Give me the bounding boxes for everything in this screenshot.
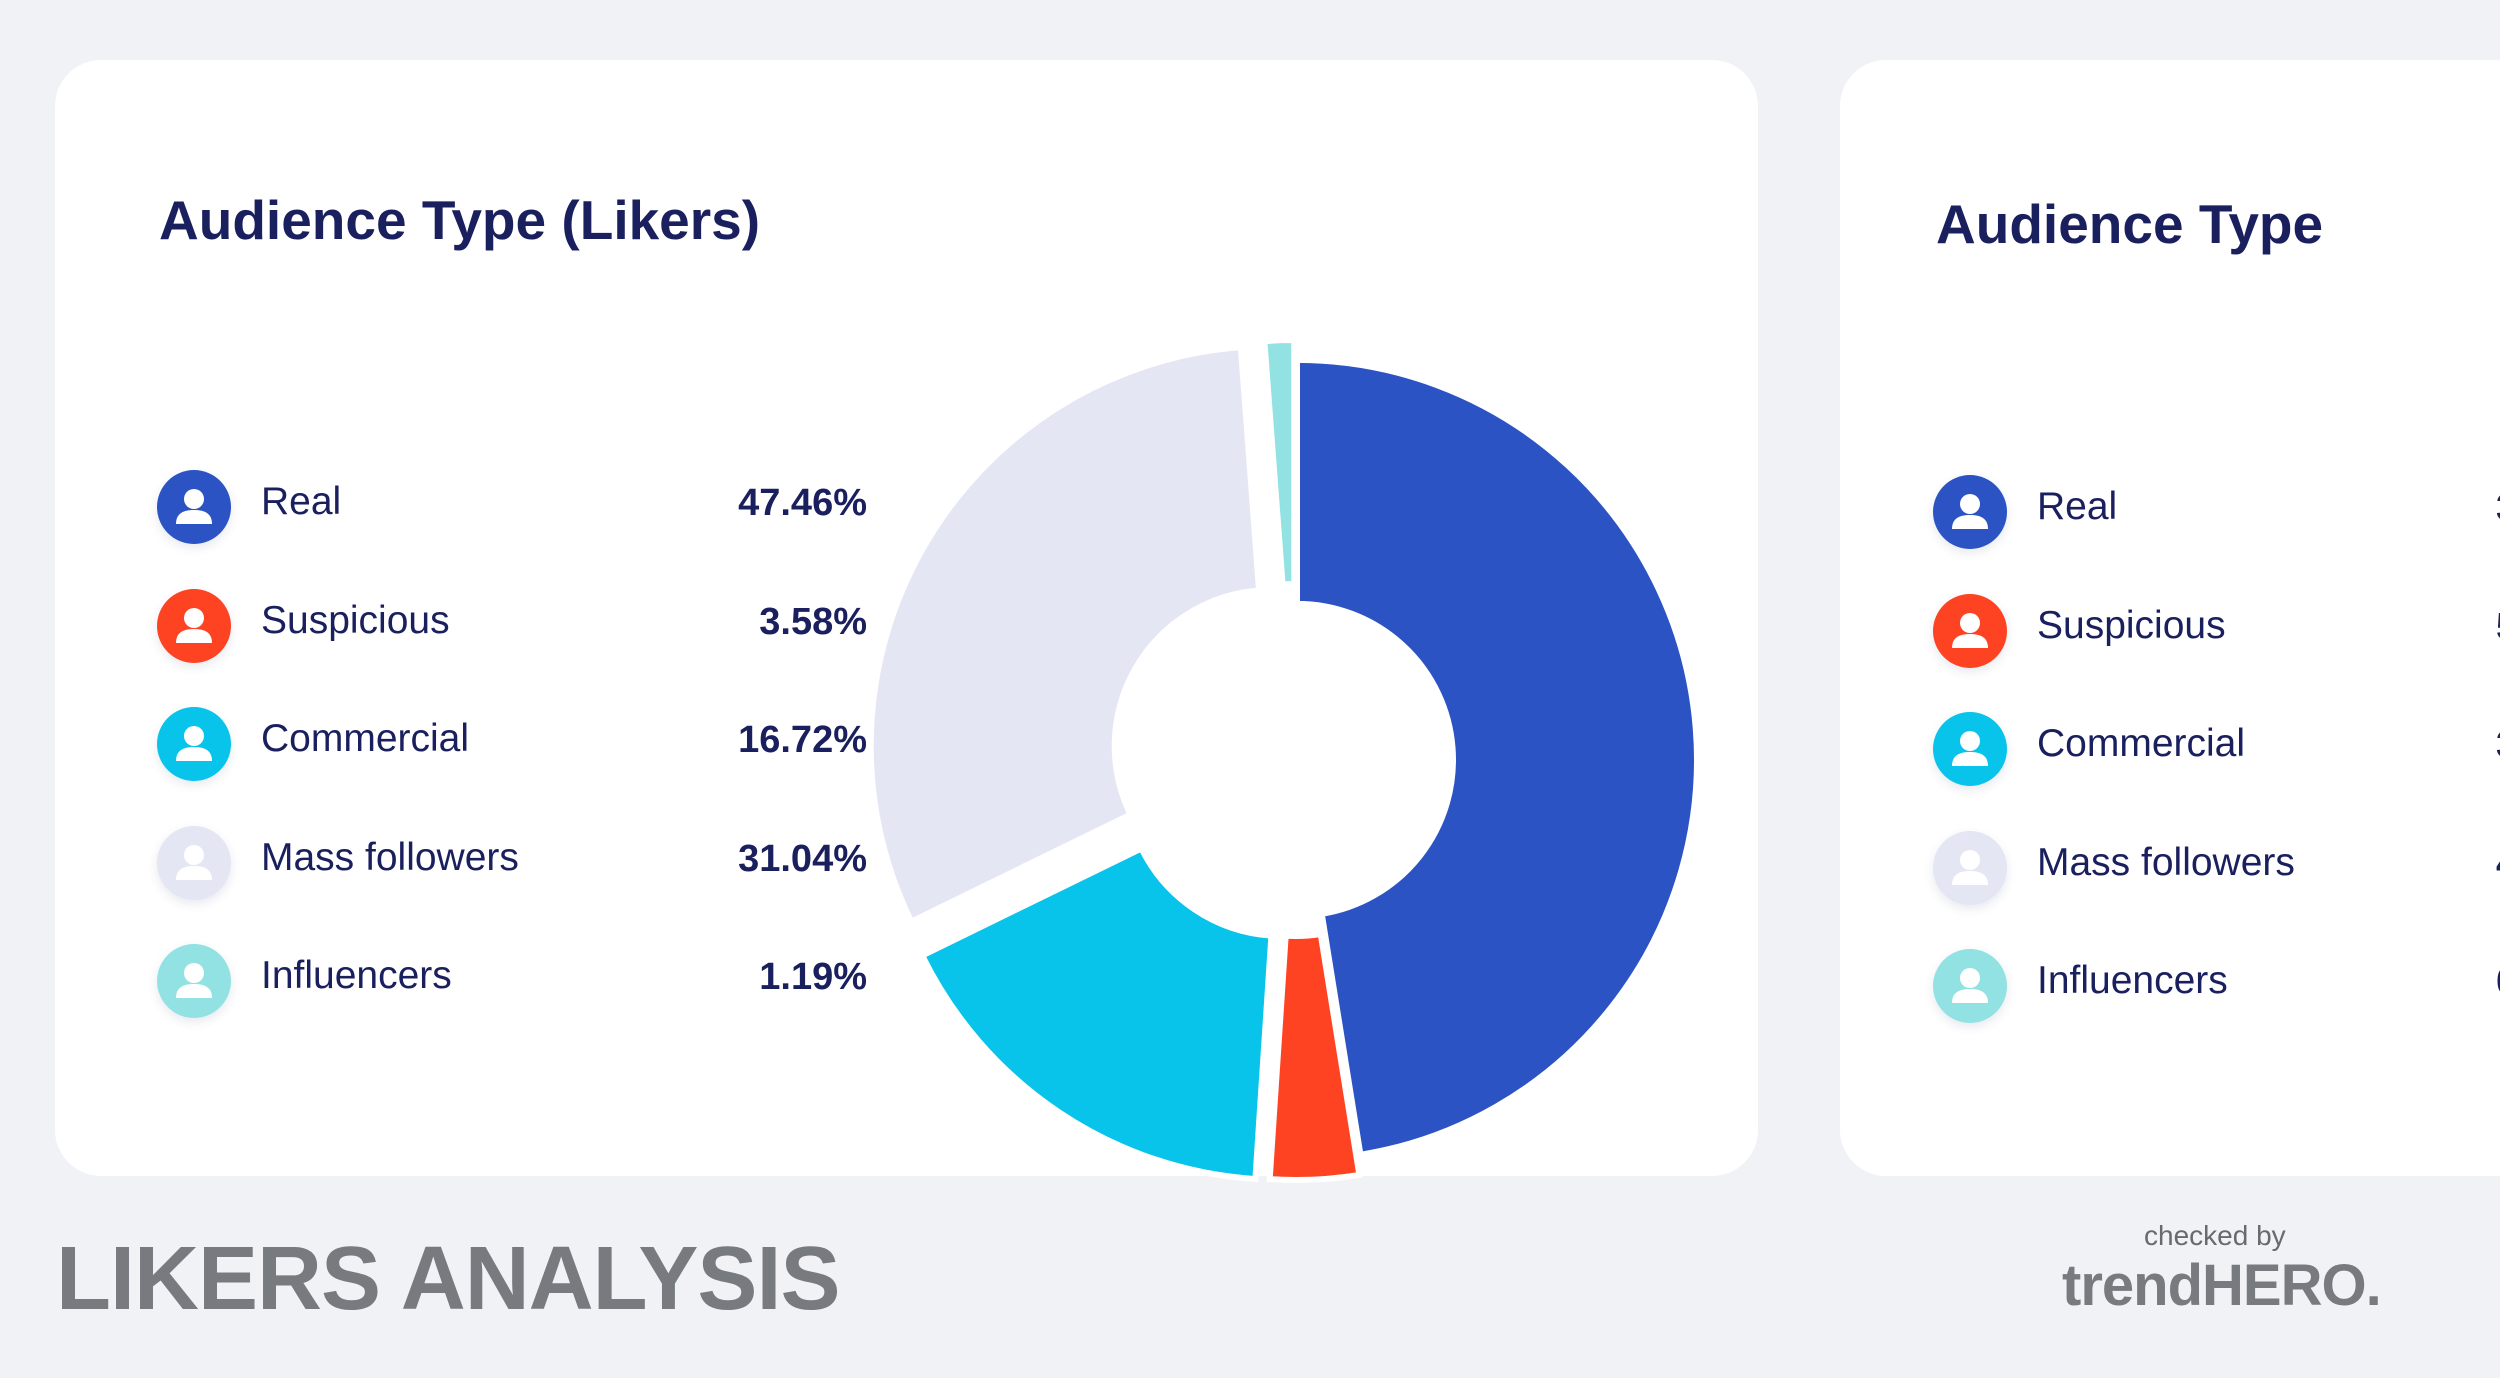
donut-slice-influencers	[1261, 337, 1298, 588]
legend: Real 47.46% Suspicious 3.58% Commercial 16.72…	[157, 470, 867, 1063]
legend-item-commercial: Commercial 16.72%	[157, 707, 867, 826]
legend-value: 4	[2496, 843, 2500, 886]
legend-label: Suspicious	[261, 598, 450, 642]
legend-label: Mass followers	[2037, 840, 2295, 884]
legend-label: Commercial	[261, 717, 470, 761]
user-icon	[1933, 475, 2007, 549]
donut-slice-real	[1293, 356, 1700, 1159]
legend-label: Real	[2037, 485, 2118, 528]
audience-type-card: Audience Type Real 38 Suspicious 52 Commerci…	[1840, 60, 2500, 1176]
user-icon	[157, 825, 231, 900]
legend-value: 3.58%	[759, 600, 867, 643]
user-icon	[1933, 949, 2007, 1024]
legend-item-influencers: Influencers 0	[1933, 949, 2500, 1068]
card-title: Audience Type	[1936, 193, 2324, 255]
user-icon	[157, 470, 231, 544]
legend: Real 38 Suspicious 52 Commercial 3 Mass follow…	[1933, 475, 2500, 1068]
donut-slice-suspicious	[1266, 930, 1363, 1183]
donut-slice-mass-followers	[867, 343, 1263, 926]
legend-label: Influencers	[261, 954, 452, 998]
donut-slice-commercial	[918, 844, 1275, 1183]
user-icon	[1933, 712, 2007, 787]
legend-item-suspicious: Suspicious 3.58%	[157, 588, 867, 708]
user-icon	[1933, 593, 2007, 668]
user-icon	[157, 707, 231, 782]
legend-value: 0	[2496, 961, 2500, 1004]
legend-label: Commercial	[2037, 722, 2246, 766]
donut-chart	[867, 337, 1700, 1183]
legend-item-influencers: Influencers 1.19%	[157, 944, 867, 1063]
legend-label: Suspicious	[2037, 603, 2226, 647]
footer-title: LIKERS ANALYSIS	[56, 1229, 840, 1329]
legend-item-suspicious: Suspicious 52	[1933, 593, 2500, 713]
checked-by-label: checked by	[2144, 1220, 2286, 1251]
legend-item-real: Real 47.46%	[157, 470, 867, 589]
legend-value: 47.46%	[738, 482, 867, 524]
brand-logo: trendHERO.	[2062, 1253, 2382, 1318]
legend-item-mass-followers: Mass followers 31.04%	[157, 825, 867, 945]
legend-value: 3	[2496, 724, 2500, 767]
legend-value: 52	[2496, 606, 2500, 649]
legend-item-commercial: Commercial 3	[1933, 712, 2500, 831]
legend-label: Influencers	[2037, 959, 2228, 1003]
legend-label: Mass followers	[261, 835, 519, 879]
card-title: Audience Type (Likers)	[159, 189, 761, 251]
user-icon	[1933, 830, 2007, 905]
audience-likers-card: Audience Type (Likers) Real 47.46% Suspici…	[55, 60, 1758, 1183]
user-icon	[157, 588, 231, 663]
legend-item-real: Real 38	[1933, 475, 2500, 594]
legend-value: 31.04%	[738, 837, 867, 880]
legend-value: 1.19%	[759, 956, 867, 999]
legend-value: 38	[2496, 487, 2500, 530]
legend-label: Real	[261, 480, 342, 523]
user-icon	[157, 944, 231, 1019]
legend-value: 16.72%	[738, 719, 867, 762]
legend-item-mass-followers: Mass followers 4	[1933, 830, 2500, 950]
